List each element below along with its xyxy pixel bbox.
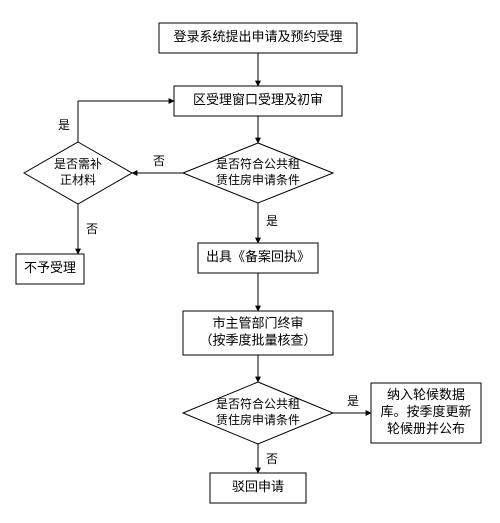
- node-text-d3-1: 赁住房申请条件: [216, 412, 300, 427]
- node-n5: 市主管部门终审 （按季度批量核查）: [183, 311, 333, 355]
- node-n7: 驳回申请: [210, 473, 306, 503]
- node-n2: 区受理窗口受理及初审: [174, 86, 342, 116]
- node-text-d2-0: 是否符合公共租: [216, 156, 300, 171]
- node-text-n3-0: 不予受理: [24, 260, 76, 275]
- node-d2: 是否符合公共租赁住房申请条件: [183, 143, 333, 203]
- node-text-d1-0: 是否需补: [54, 157, 102, 171]
- edge-label-e4: 否: [86, 222, 98, 236]
- node-text-n4-0: 出具《备案回执》: [206, 249, 310, 264]
- edge-label-e9: 是: [347, 394, 359, 408]
- node-n4: 出具《备案回执》: [198, 243, 318, 273]
- node-text-d3-0: 是否符合公共租: [216, 396, 300, 411]
- node-d3: 是否符合公共租赁住房申请条件: [183, 382, 333, 444]
- node-d1: 是否需补正材料: [24, 142, 132, 204]
- edge-label-e5b: 是: [58, 118, 70, 132]
- node-text-n6-2: 轮候册并公布: [387, 421, 465, 436]
- edge-label-e10: 否: [266, 452, 278, 466]
- node-text-n2-0: 区受理窗口受理及初审: [193, 92, 323, 107]
- node-text-n6-0: 纳入轮候数据: [387, 387, 465, 402]
- node-text-n5-0: 市主管部门终审: [212, 315, 303, 330]
- node-text-d1-1: 正材料: [60, 173, 96, 187]
- edge-label-e3: 否: [153, 154, 165, 168]
- node-n1: 登录系统提出申请及预约受理: [159, 23, 357, 53]
- node-text-n1-0: 登录系统提出申请及预约受理: [173, 29, 342, 44]
- edge-label-e6: 是: [266, 214, 278, 228]
- node-text-n7-0: 驳回申请: [232, 479, 284, 494]
- node-text-n6-1: 库。按季度更新: [380, 404, 471, 419]
- node-n6: 纳入轮候数据库。按季度更新轮候册并公布: [371, 383, 481, 443]
- node-text-d2-1: 赁住房申请条件: [216, 172, 300, 187]
- node-n3: 不予受理: [16, 254, 84, 284]
- node-text-n5-1: （按季度批量核查）: [199, 332, 316, 347]
